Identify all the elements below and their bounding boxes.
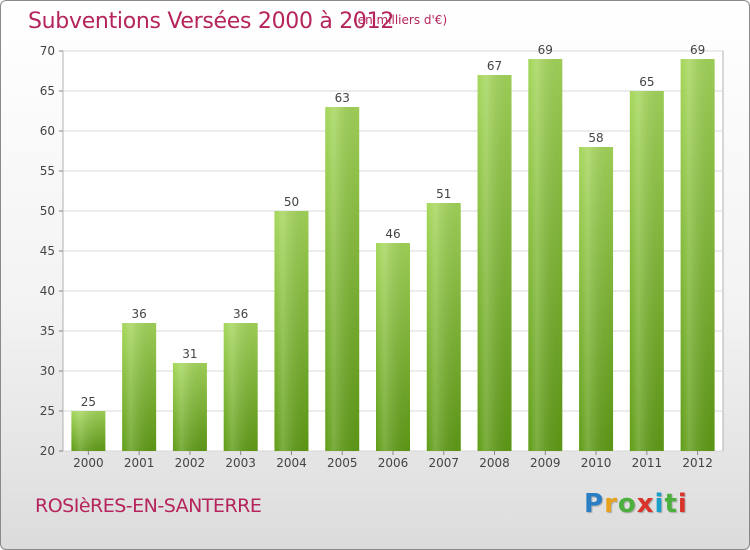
data-label: 69 (538, 43, 553, 57)
data-label: 65 (639, 75, 654, 89)
x-tick-label: 2004 (276, 456, 307, 470)
y-tick-label: 65 (40, 84, 55, 98)
logo-letter: P (584, 489, 605, 519)
bar-highlight (122, 323, 157, 451)
x-tick-label: 2012 (682, 456, 713, 470)
logo-letter: x (636, 489, 655, 519)
logo-letter: r (604, 489, 618, 519)
data-label: 36 (233, 307, 248, 321)
commune-name: ROSIèRES-EN-SANTERRE (35, 495, 262, 517)
x-tick-label: 2001 (124, 456, 155, 470)
data-label: 46 (385, 227, 400, 241)
x-tick-label: 2009 (530, 456, 561, 470)
x-tick-label: 2008 (479, 456, 510, 470)
y-tick-label: 40 (40, 284, 55, 298)
bars (71, 59, 715, 451)
y-tick-label: 45 (40, 244, 55, 258)
logo-letter: i (654, 489, 665, 519)
bar-highlight (629, 91, 664, 451)
bar-highlight (325, 107, 360, 451)
y-tick-label: 30 (40, 364, 55, 378)
x-tick-label: 2007 (428, 456, 459, 470)
data-label: 58 (588, 131, 603, 145)
logo-letter: o (617, 489, 637, 519)
proxiti-logo: Proxiti (584, 489, 688, 519)
data-label: 36 (132, 307, 147, 321)
bar-highlight (426, 203, 461, 451)
data-label: 51 (436, 187, 451, 201)
bar-highlight (376, 243, 410, 451)
bar-highlight (680, 59, 715, 451)
x-axis: 2000 2001 2002 2003 2004 2005 2006 2007 2008 2009… (73, 451, 713, 470)
x-tick-label: 2011 (632, 456, 663, 470)
logo-letter: t (664, 489, 678, 519)
x-tick-label: 2006 (378, 456, 409, 470)
y-tick-label: 55 (40, 164, 55, 178)
bar-highlight (274, 211, 309, 451)
bar-highlight (579, 147, 614, 451)
data-label: 25 (81, 395, 96, 409)
y-tick-label: 70 (40, 44, 55, 58)
logo-letter: i (677, 489, 688, 519)
bar-highlight (477, 75, 512, 451)
y-tick-label: 50 (40, 204, 55, 218)
data-label: 63 (335, 91, 350, 105)
data-label: 69 (690, 43, 705, 57)
y-axis: 20 25 30 35 40 45 50 55 60 65 70 (40, 44, 63, 458)
y-tick-label: 20 (40, 444, 55, 458)
x-tick-label: 2003 (225, 456, 256, 470)
x-tick-label: 2010 (581, 456, 612, 470)
y-tick-label: 25 (40, 404, 55, 418)
data-label: 31 (182, 347, 197, 361)
data-labels: 25 36 31 36 50 63 46 51 67 69 58 65 69 (81, 43, 706, 409)
y-tick-label: 35 (40, 324, 55, 338)
y-tick-label: 60 (40, 124, 55, 138)
bar-highlight (223, 323, 258, 451)
chart-title: Subventions Versées 2000 à 2012 (28, 9, 395, 34)
bar-highlight (172, 363, 207, 451)
data-label: 67 (487, 59, 502, 73)
x-tick-label: 2000 (73, 456, 104, 470)
data-label: 50 (284, 195, 299, 209)
bar-highlight (528, 59, 563, 451)
x-tick-label: 2005 (327, 456, 358, 470)
chart-subtitle: (en milliers d'€) (353, 13, 448, 27)
bar-highlight (71, 411, 106, 451)
x-tick-label: 2002 (175, 456, 206, 470)
